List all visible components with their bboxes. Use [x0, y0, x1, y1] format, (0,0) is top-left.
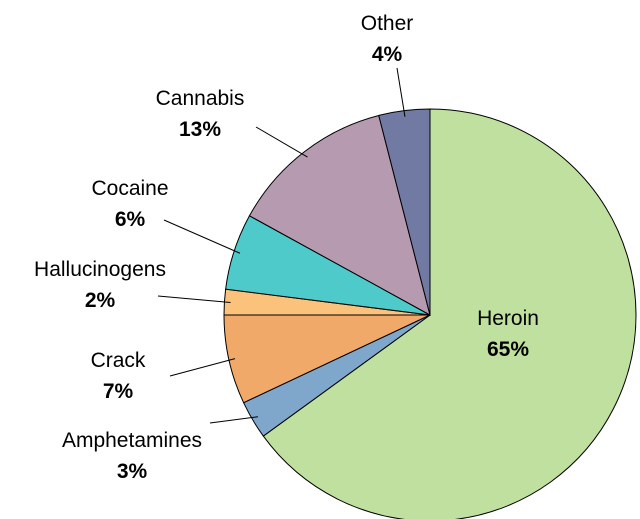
slice-value-heroin: 65% — [487, 338, 529, 361]
slice-label-heroin: Heroin — [477, 307, 539, 330]
slice-label-other: Other — [361, 12, 414, 35]
slice-labels: Heroin 65% Amphetamines 3% Crack 7% Hallucinog… — [34, 12, 539, 483]
slice-value-crack: 7% — [103, 380, 134, 403]
slice-value-cannabis: 13% — [179, 118, 221, 141]
leader-line-crack — [169, 358, 236, 377]
slice-label-cannabis: Cannabis — [156, 87, 245, 110]
leader-line-cocaine — [163, 219, 241, 254]
slice-value-amphetamines: 3% — [117, 460, 148, 483]
slice-label-amphetamines: Amphetamines — [62, 429, 202, 452]
slice-value-other: 4% — [372, 43, 403, 66]
slice-label-hallucinogens: Hallucinogens — [34, 258, 166, 281]
pie-slice-cannabis — [248, 114, 431, 316]
slice-label-crack: Crack — [91, 349, 146, 372]
leader-line-amphetamines — [209, 416, 259, 424]
slice-label-cocaine: Cocaine — [91, 177, 168, 200]
slice-value-cocaine: 6% — [115, 208, 146, 231]
leader-line-cannabis — [255, 126, 308, 158]
slice-value-hallucinogens: 2% — [85, 289, 116, 312]
leader-lines — [157, 67, 406, 424]
leader-line-other — [396, 67, 406, 117]
pie-slice-heroin — [262, 108, 637, 519]
pie-slices — [223, 108, 637, 519]
leader-line-hallucinogens — [157, 295, 231, 303]
